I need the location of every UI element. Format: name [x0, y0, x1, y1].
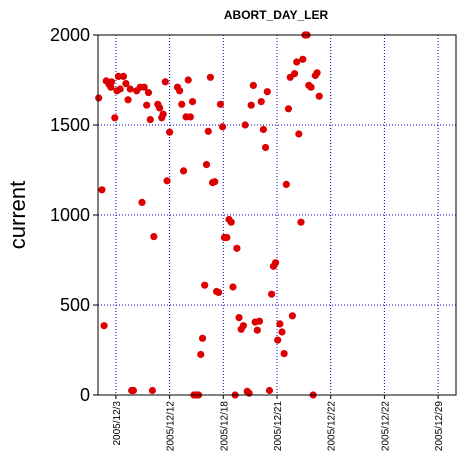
data-point — [227, 218, 235, 226]
grid-lines — [93, 34, 456, 399]
data-point — [280, 350, 288, 358]
data-point — [144, 89, 153, 97]
data-point — [111, 114, 119, 122]
data-point — [138, 198, 146, 206]
plot-frame — [97, 34, 457, 396]
x-tick-label: 2005/12/29 — [434, 401, 445, 451]
data-point — [241, 121, 249, 129]
y-tick-label: 1000 — [50, 205, 90, 225]
data-point — [211, 178, 219, 186]
data-point — [179, 167, 188, 175]
data-point — [176, 87, 184, 95]
data-point — [274, 336, 282, 344]
data-point — [197, 350, 205, 359]
y-axis-label: current — [5, 181, 30, 249]
x-tick-label: 2005/12/18 — [219, 401, 230, 451]
data-point — [297, 218, 305, 226]
data-point — [108, 78, 116, 86]
data-point — [198, 334, 207, 342]
data-point — [116, 85, 124, 93]
data-point — [188, 98, 197, 106]
data-point — [166, 128, 174, 136]
data-point — [146, 116, 154, 124]
data-point — [261, 143, 270, 152]
data-point — [218, 123, 227, 131]
data-point — [276, 320, 284, 328]
data-point — [140, 83, 148, 91]
x-tick-label: 2005/12/21 — [273, 401, 284, 451]
data-point — [178, 100, 186, 108]
data-point — [257, 98, 265, 106]
data-point — [313, 69, 321, 77]
data-point — [107, 83, 115, 91]
data-point — [98, 186, 106, 194]
data-point — [249, 81, 257, 89]
data-point — [129, 386, 138, 395]
data-point — [271, 259, 280, 267]
data-point — [247, 101, 255, 109]
data-points — [95, 31, 323, 399]
data-point — [204, 127, 212, 135]
data-point — [155, 104, 164, 112]
x-tick-label: 2005/12/22 — [327, 401, 338, 451]
x-tick-label: 2005/12/22 — [380, 401, 391, 451]
data-point — [233, 244, 241, 252]
data-point — [255, 317, 264, 325]
y-tick-label: 500 — [60, 295, 90, 315]
chart-title: ABORT_DAY_LER — [224, 8, 329, 22]
data-point — [307, 83, 315, 91]
data-point — [216, 100, 225, 108]
data-point — [288, 312, 296, 320]
y-tick-label: 1500 — [50, 115, 90, 135]
data-point — [259, 125, 267, 134]
data-point — [119, 72, 128, 80]
data-point — [161, 78, 169, 86]
data-point — [186, 113, 194, 121]
data-point — [282, 180, 290, 188]
data-point — [95, 94, 103, 102]
data-point — [143, 101, 151, 109]
y-tick-label: 2000 — [50, 25, 90, 45]
data-point — [201, 281, 209, 289]
data-point — [206, 73, 215, 81]
data-point — [293, 58, 301, 66]
data-point — [100, 322, 108, 330]
data-point — [159, 110, 167, 118]
data-point — [229, 283, 237, 291]
data-point — [202, 161, 211, 169]
data-point — [284, 105, 293, 113]
x-tick-labels: 2005/12/3 2005/12/12 2005/12/18 2005/12/21 2… — [112, 401, 445, 451]
x-tick-label: 2005/12/3 — [112, 401, 123, 446]
y-tick-labels: 0 500 1000 1500 2000 — [50, 25, 90, 405]
data-point — [223, 233, 231, 242]
data-point — [163, 177, 171, 185]
data-point — [278, 328, 286, 336]
data-point — [150, 233, 158, 241]
data-point — [126, 85, 134, 93]
data-point — [299, 55, 307, 63]
data-point — [235, 314, 243, 322]
data-point — [315, 92, 323, 100]
data-point — [290, 70, 299, 78]
data-point — [148, 386, 157, 395]
data-point — [122, 80, 130, 88]
y-tick-label: 0 — [80, 385, 90, 405]
data-point — [268, 290, 276, 298]
data-point — [295, 130, 303, 138]
data-point — [253, 326, 261, 334]
data-point — [239, 322, 247, 330]
data-point — [215, 288, 223, 296]
data-point — [263, 88, 271, 96]
x-tick-label: 2005/12/12 — [166, 401, 177, 451]
data-point — [184, 76, 192, 84]
data-point — [124, 96, 132, 104]
data-point — [245, 389, 253, 397]
data-point — [265, 386, 274, 395]
data-point — [114, 72, 123, 80]
